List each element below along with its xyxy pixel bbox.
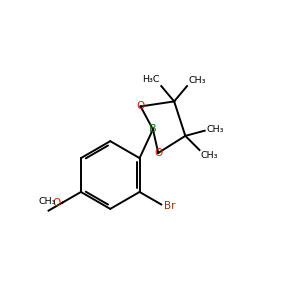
Text: CH₃: CH₃ — [188, 76, 206, 85]
Text: CH₃: CH₃ — [201, 152, 218, 160]
Text: O: O — [53, 198, 61, 208]
Text: CH₃: CH₃ — [39, 196, 56, 206]
Text: Br: Br — [164, 201, 175, 211]
Text: H₃C: H₃C — [142, 75, 160, 84]
Text: O: O — [154, 148, 162, 158]
Text: O: O — [136, 101, 145, 111]
Text: CH₃: CH₃ — [206, 125, 224, 134]
Text: B: B — [149, 124, 157, 134]
